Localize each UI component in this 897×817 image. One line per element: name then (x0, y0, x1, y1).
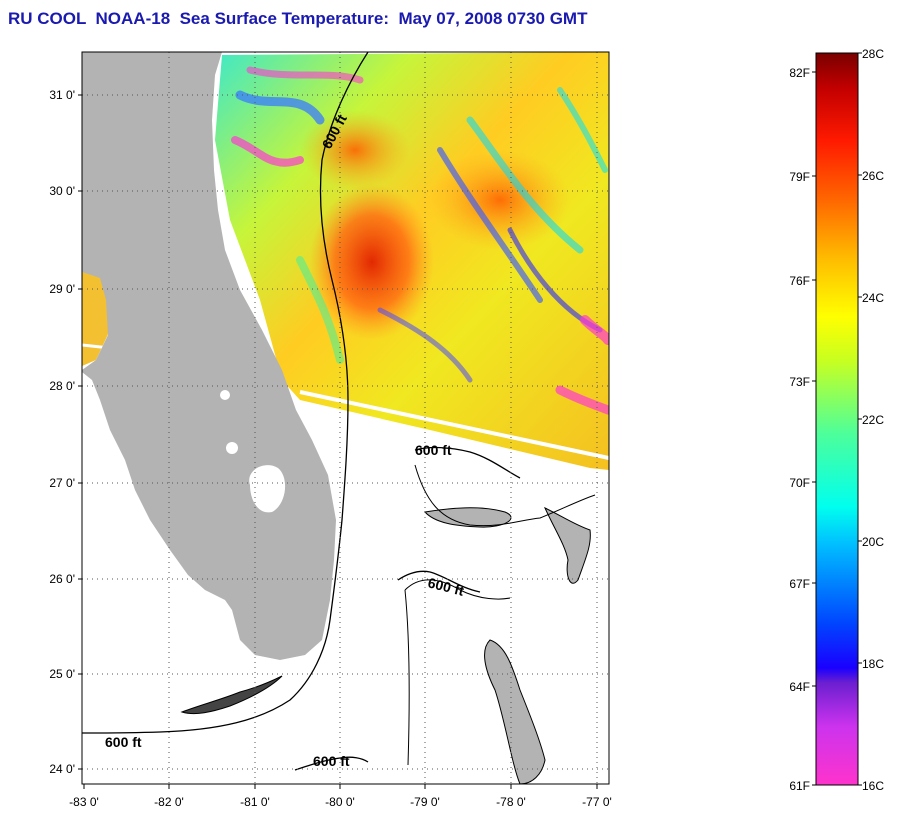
map-frame (81, 51, 610, 785)
lat-tick-label: 28 0' (49, 379, 75, 393)
florida-keys (180, 675, 283, 715)
temperature-colorbar: 28C 26C 24C 22C 20C 18C 16C 82F 79F 76F … (789, 47, 884, 793)
contour-label-600ft: 600 ft (105, 734, 142, 750)
sst-swath (82, 52, 609, 470)
lat-tick-label: 26 0' (49, 572, 75, 586)
colorbar-fahrenheit-label: 76F (789, 274, 810, 288)
colorbar-gradient (815, 52, 859, 786)
lat-tick-label: 31 0' (49, 88, 75, 102)
lon-tick-label: -81 0' (240, 795, 270, 809)
lat-tick-label: 30 0' (49, 184, 75, 198)
contour-label-600ft: 600 ft (313, 753, 350, 769)
colorbar-celsius-label: 16C (862, 779, 884, 793)
colorbar-fahrenheit-label: 79F (789, 170, 810, 184)
colorbar-celsius-label: 22C (862, 413, 884, 427)
lon-tick-label: -77 0' (582, 795, 612, 809)
colorbar-celsius-label: 20C (862, 535, 884, 549)
lon-tick-label: -78 0' (496, 795, 526, 809)
longitude-axis: -83 0' -82 0' -81 0' -80 0' -79 0' -78 0… (69, 784, 612, 809)
colorbar-celsius-label: 26C (862, 169, 884, 183)
colorbar-fahrenheit-label: 82F (789, 66, 810, 80)
abaco-island (543, 506, 591, 584)
inland-lake (220, 390, 230, 400)
lake-okeechobee (249, 465, 286, 513)
lon-tick-label: -80 0' (325, 795, 355, 809)
contour-label-600ft: 600 ft (415, 442, 452, 458)
grand-bahama-island (424, 507, 512, 528)
lon-tick-label: -83 0' (69, 795, 99, 809)
colorbar-fahrenheit-label: 73F (789, 375, 810, 389)
lon-tick-label: -82 0' (154, 795, 184, 809)
lat-tick-label: 24 0' (49, 762, 75, 776)
colorbar-fahrenheit-label: 67F (789, 577, 810, 591)
inland-lake (226, 442, 238, 454)
andros-island (484, 639, 546, 784)
colorbar-fahrenheit-label: 70F (789, 476, 810, 490)
lat-tick-label: 25 0' (49, 667, 75, 681)
map-plot-area (82, 52, 609, 784)
great-bahama-bank-outline (414, 464, 596, 527)
lat-tick-label: 27 0' (49, 476, 75, 490)
colorbar-celsius-label: 18C (862, 657, 884, 671)
colorbar-fahrenheit-label: 61F (789, 779, 810, 793)
map-grid (82, 52, 609, 784)
colorbar-fahrenheit-label: 64F (789, 680, 810, 694)
colorbar-celsius-label: 28C (862, 47, 884, 61)
bahama-bank-outline (404, 579, 511, 766)
lat-tick-label: 29 0' (49, 282, 75, 296)
lon-tick-label: -79 0' (410, 795, 440, 809)
map-title: RU COOL NOAA-18 Sea Surface Temperature:… (8, 9, 588, 28)
latitude-axis: 31 0' 30 0' 29 0' 28 0' 27 0' 26 0' 25 0… (49, 88, 82, 776)
colorbar-celsius-label: 24C (862, 291, 884, 305)
